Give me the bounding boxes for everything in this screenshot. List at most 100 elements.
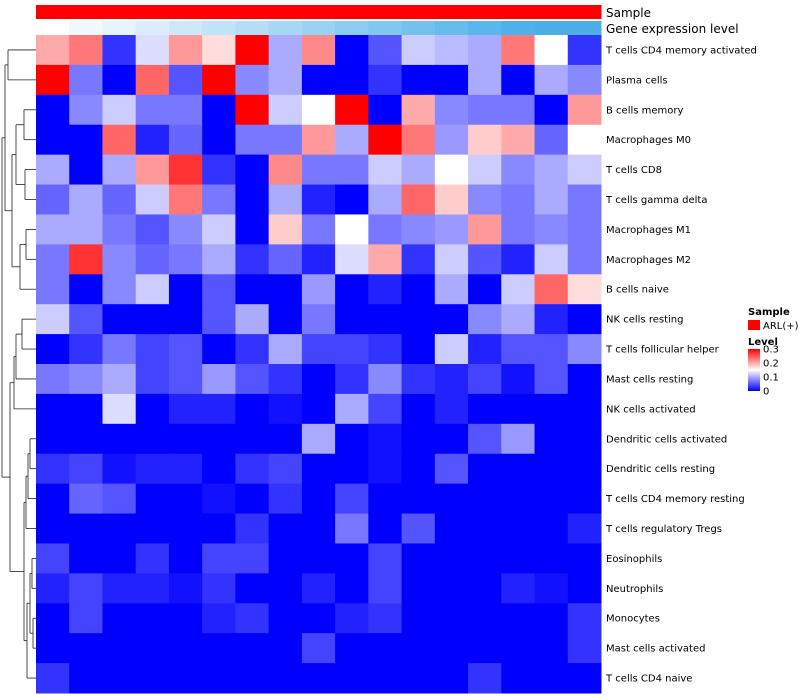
- heatmap-cell: [135, 603, 170, 634]
- heatmap-cell: [102, 423, 137, 455]
- heatmap-cell: [36, 364, 70, 395]
- row-label: T cells CD4 memory resting: [605, 494, 745, 505]
- heatmap-cell: [301, 603, 336, 634]
- heatmap-cell: [534, 64, 569, 96]
- heatmap-cell: [202, 543, 236, 574]
- heatmap-cell: [36, 573, 70, 604]
- heatmap-cell: [235, 304, 270, 335]
- heatmap-cell: [501, 94, 536, 126]
- heatmap-cell: [534, 633, 569, 664]
- heatmap-cell: [168, 244, 203, 275]
- heatmap-cell: [301, 154, 336, 186]
- heatmap-cell: [235, 334, 270, 365]
- annotation-cell: [268, 5, 303, 19]
- heatmap-cell: [501, 393, 536, 425]
- heatmap-cell: [501, 603, 536, 634]
- heatmap-cell: [301, 94, 336, 126]
- heatmap-cell: [135, 124, 170, 156]
- heatmap-cell: [69, 184, 103, 215]
- heatmap-cell: [69, 304, 103, 335]
- heatmap-cell: [168, 633, 203, 664]
- heatmap-cell: [434, 304, 469, 335]
- heatmap-cell: [335, 543, 369, 574]
- annotation-cell: [401, 5, 436, 19]
- annotation-cell: [468, 21, 502, 35]
- heatmap-cell: [135, 483, 170, 515]
- heatmap-cell: [168, 603, 203, 634]
- heatmap-cell: [434, 483, 469, 515]
- heatmap-cell: [102, 124, 137, 156]
- heatmap-cell: [468, 453, 502, 485]
- annotation-cell: [102, 5, 137, 19]
- annotation-cell: [235, 5, 270, 19]
- heatmap-cell: [69, 64, 103, 96]
- heatmap-cell: [202, 663, 236, 694]
- annotation-cell: [368, 5, 403, 19]
- annotation-cell: [235, 21, 270, 35]
- heatmap-cell: [102, 244, 137, 275]
- heatmap-cell: [368, 124, 403, 156]
- heatmap-cell: [368, 35, 403, 66]
- heatmap-cell: [434, 573, 469, 604]
- annotation-cell: [202, 5, 236, 19]
- heatmap-cell: [501, 124, 536, 156]
- heatmap-cell: [501, 453, 536, 485]
- heatmap-cell: [434, 64, 469, 96]
- heatmap-cell: [368, 453, 403, 485]
- heatmap-cell: [235, 154, 270, 186]
- heatmap-cell: [102, 573, 137, 604]
- legend-level-ticks: 0.3 0.2 0.1 0: [763, 345, 779, 398]
- heatmap-cell: [202, 513, 236, 544]
- heatmap-cell: [301, 64, 336, 96]
- heatmap-cell: [534, 274, 569, 305]
- row-dendrogram: [1, 49, 36, 679]
- annotation-cell: [301, 21, 336, 35]
- heatmap-cell: [335, 304, 369, 335]
- heatmap-cell: [401, 64, 436, 96]
- heatmap-cell: [468, 64, 502, 96]
- heatmap-cell: [168, 483, 203, 515]
- heatmap-cell: [434, 334, 469, 365]
- heatmap-cell: [135, 154, 170, 186]
- heatmap-cell: [268, 214, 303, 245]
- heatmap-cell: [36, 543, 70, 574]
- heatmap-cell: [501, 64, 536, 96]
- annotation-cell: [434, 5, 469, 19]
- row-label: T cells CD4 memory activated: [605, 45, 757, 56]
- heatmap-cell: [567, 244, 602, 275]
- heatmap-cell: [202, 64, 236, 96]
- heatmap-cell: [534, 244, 569, 275]
- heatmap-cell: [534, 364, 569, 395]
- row-label: Macrophages M1: [606, 225, 691, 236]
- heatmap-cell: [335, 334, 369, 365]
- heatmap-cell: [202, 364, 236, 395]
- heatmap-cell: [235, 633, 270, 664]
- heatmap-cell: [168, 334, 203, 365]
- heatmap-cell: [168, 364, 203, 395]
- heatmap-cell: [468, 663, 502, 694]
- heatmap-cell: [534, 603, 569, 634]
- row-label: Macrophages M0: [606, 135, 691, 146]
- heatmap-cell: [36, 35, 70, 66]
- heatmap-cell: [335, 64, 369, 96]
- legend-level-tick: 0.3: [763, 345, 779, 356]
- heatmap-cell: [501, 274, 536, 305]
- heatmap-cell: [567, 184, 602, 215]
- heatmap-cell: [501, 244, 536, 275]
- heatmap-cell: [567, 124, 602, 156]
- heatmap-cell: [135, 184, 170, 215]
- annotation-cell: [168, 5, 203, 19]
- heatmap-cell: [368, 393, 403, 425]
- heatmap-cell: [235, 603, 270, 634]
- heatmap-cell: [202, 94, 236, 126]
- legend-sample-entry: ARL(+): [763, 321, 799, 332]
- row-label: Dendritic cells resting: [606, 464, 715, 475]
- heatmap-cell: [135, 214, 170, 245]
- heatmap-cell: [434, 543, 469, 574]
- heatmap-cell: [235, 543, 270, 574]
- heatmap-cell: [235, 274, 270, 305]
- heatmap-cell: [567, 154, 602, 186]
- heatmap-cell: [102, 364, 137, 395]
- heatmap-cell: [567, 304, 602, 335]
- heatmap-cell: [401, 423, 436, 455]
